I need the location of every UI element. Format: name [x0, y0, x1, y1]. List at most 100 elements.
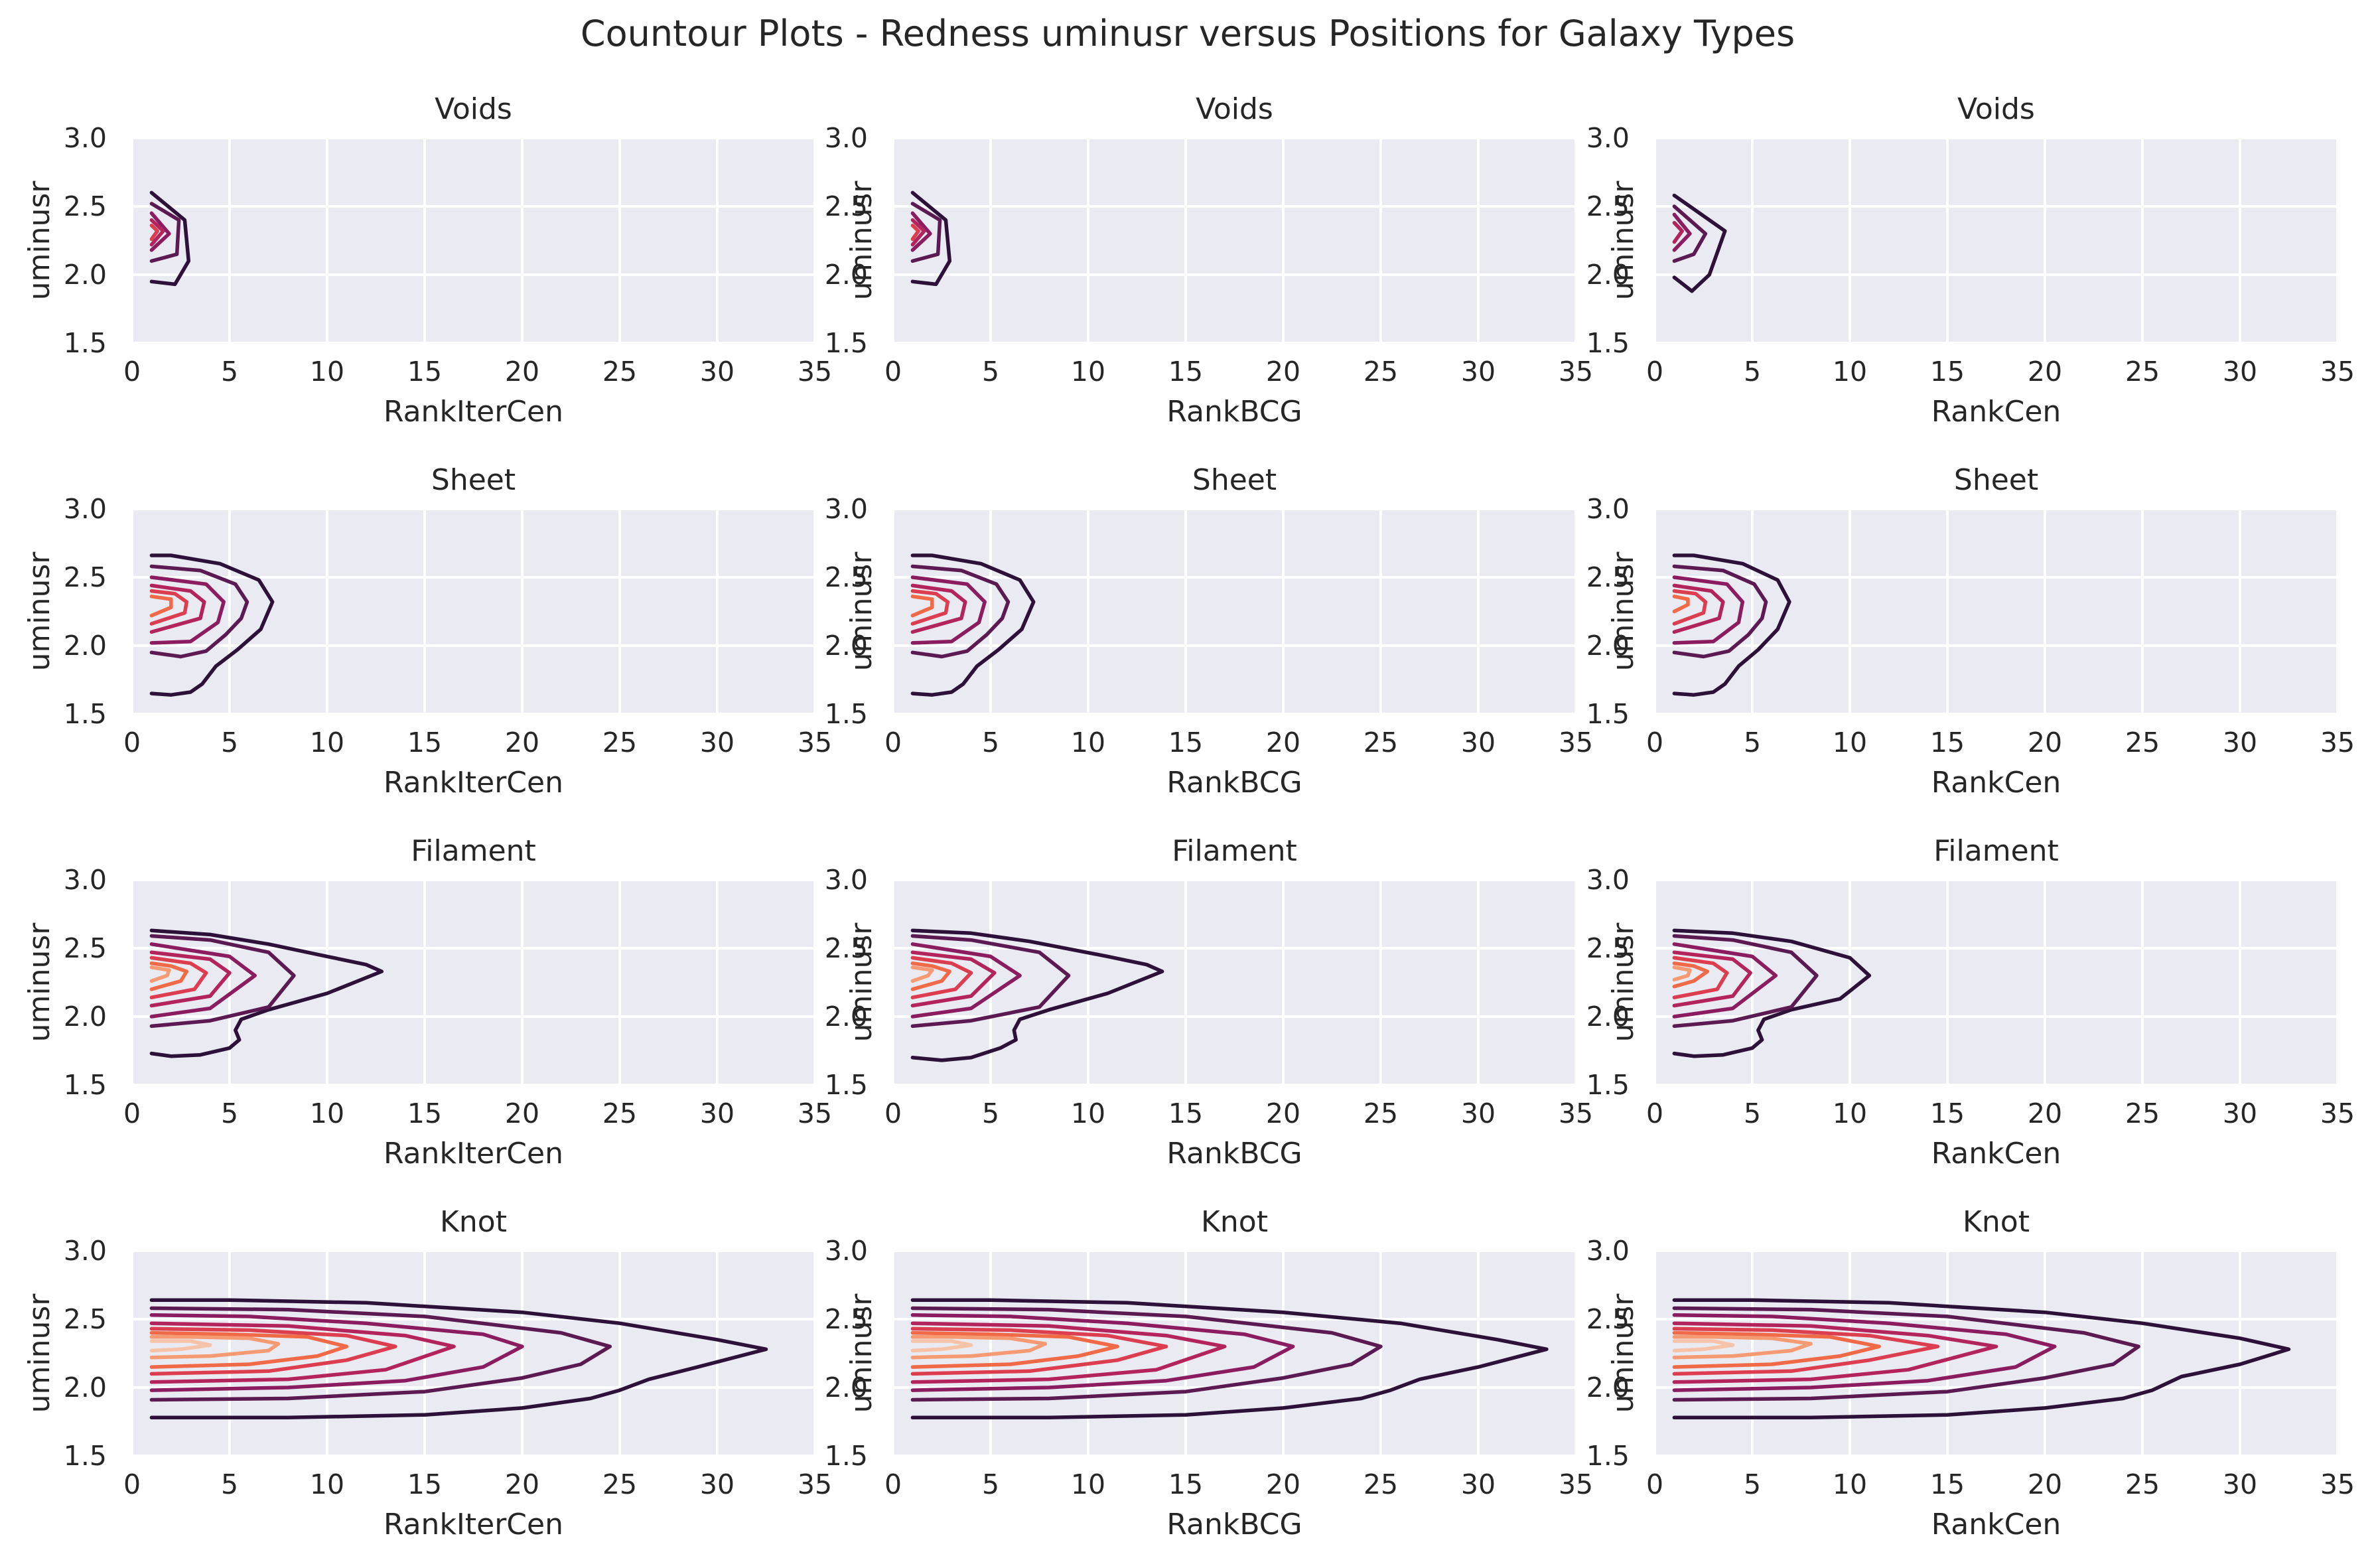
y-tick-label: 2.0 [825, 630, 868, 662]
y-tick-label: 1.5 [64, 698, 107, 730]
x-tick-label: 25 [1363, 1468, 1398, 1500]
contour-level-5 [149, 1326, 397, 1376]
contour-level-8 [149, 1339, 212, 1353]
x-tick-label: 5 [982, 1468, 999, 1500]
contour-level-7 [1672, 1335, 1813, 1360]
contour-level-7 [149, 965, 171, 983]
x-tick-label: 35 [2320, 356, 2355, 388]
y-tick-label: 1.5 [64, 1069, 107, 1101]
x-axis-label: RankCen [1931, 766, 2062, 800]
contour-level-7 [149, 1335, 281, 1360]
x-tick-label: 30 [2223, 727, 2257, 758]
x-tick-label: 0 [884, 1468, 902, 1500]
x-tick-label: 15 [1168, 1098, 1203, 1129]
x-tick-label: 5 [1744, 1098, 1761, 1129]
y-tick-label: 2.5 [1586, 190, 1630, 222]
y-tick-label: 2.0 [1586, 1372, 1630, 1403]
contour-level-1 [1672, 928, 1872, 1058]
x-tick-label: 5 [1744, 727, 1761, 758]
contour-level-7 [910, 965, 934, 983]
x-tick-label: 5 [982, 727, 999, 758]
y-tick-label: 3.0 [825, 1235, 868, 1267]
x-tick-label: 10 [1071, 1098, 1105, 1129]
y-tick-label: 3.0 [64, 493, 107, 525]
contour-level-2 [149, 934, 296, 1029]
y-axis-label: uminusr [23, 551, 56, 672]
x-tick-label: 0 [123, 1468, 141, 1500]
plot-area [132, 138, 815, 343]
subplot-knot-rankitercen: 0 5 10 15 20 25 30 35 1.5 2.0 2.5 3.0 RankIterCen umi… [23, 1205, 832, 1541]
contour-level-8 [910, 1339, 973, 1353]
contour-level-4 [1672, 583, 1725, 634]
y-tick-label: 2.5 [1586, 561, 1630, 593]
x-tick-label: 20 [1266, 1098, 1300, 1129]
subplot-knot-rankcen: 0 5 10 15 20 25 30 35 1.5 2.0 2.5 3.0 RankCen uminusr… [1586, 1205, 2355, 1541]
y-tick-label: 2.5 [64, 932, 107, 964]
x-tick-label: 35 [798, 1098, 832, 1129]
x-tick-label: 25 [1363, 1098, 1398, 1129]
y-tick-label: 2.5 [64, 1303, 107, 1335]
y-axis-label: uminusr [23, 1293, 56, 1413]
contour-level-2 [910, 1306, 1383, 1402]
x-tick-label: 5 [221, 727, 238, 758]
subplot-grid: 0 5 10 15 20 25 30 35 1.5 2.0 2.5 3.0 RankIterCen umi… [23, 92, 2355, 1541]
contour-level-4 [910, 583, 967, 634]
contour-level-5 [1672, 1326, 1940, 1376]
x-tick-label: 5 [982, 356, 999, 388]
subplot-sheet-rankbcg: 0 5 10 15 20 25 30 35 1.5 2.0 2.5 3.0 RankBCG uminusr… [825, 463, 1593, 800]
y-tick-label: 1.5 [1586, 698, 1630, 730]
x-tick-label: 35 [798, 356, 832, 388]
y-tick-label: 1.5 [64, 1440, 107, 1472]
subplot-voids-rankitercen: 0 5 10 15 20 25 30 35 1.5 2.0 2.5 3.0 RankIterCen umi… [23, 92, 832, 429]
contour-level-2 [1672, 564, 1768, 659]
y-tick-label: 1.5 [1586, 1440, 1630, 1472]
y-tick-label: 3.0 [64, 1235, 107, 1267]
contour-level-3 [149, 211, 171, 252]
y-tick-label: 3.0 [825, 122, 868, 154]
y-tick-label: 3.0 [1586, 1235, 1630, 1267]
x-tick-label: 10 [310, 727, 344, 758]
x-tick-label: 20 [505, 1468, 539, 1500]
x-tick-label: 25 [2125, 727, 2160, 758]
contour-level-8 [1672, 1339, 1735, 1353]
contour-level-5 [149, 956, 208, 999]
x-tick-label: 25 [1363, 727, 1398, 758]
x-tick-label: 10 [1833, 1468, 1867, 1500]
x-tick-label: 20 [1266, 727, 1300, 758]
contour-level-6 [1672, 595, 1690, 614]
contour-level-5 [149, 589, 189, 626]
x-tick-label: 0 [1646, 1098, 1663, 1129]
x-tick-label: 10 [310, 1098, 344, 1129]
subplot-title: Filament [411, 834, 536, 868]
subplot-title: Voids [435, 92, 512, 126]
y-axis-label: uminusr [23, 180, 56, 301]
contour-level-1 [910, 1298, 1549, 1420]
contour-level-4 [149, 583, 206, 634]
x-tick-label: 20 [505, 356, 539, 388]
contour-level-4 [1672, 220, 1684, 244]
subplot-title: Filament [1172, 834, 1297, 868]
subplot-title: Filament [1933, 834, 2059, 868]
x-axis-label: RankIterCen [384, 766, 563, 800]
contour-level-1 [910, 928, 1164, 1062]
x-tick-label: 25 [2125, 356, 2160, 388]
contour-level-5 [910, 956, 973, 999]
x-tick-label: 30 [700, 356, 734, 388]
x-tick-label: 0 [884, 356, 902, 388]
y-axis-label: uminusr [1606, 180, 1640, 301]
x-tick-label: 15 [1930, 1098, 1965, 1129]
contour-level-3 [910, 942, 1022, 1019]
contour-level-6 [149, 961, 189, 991]
contour-level-2 [910, 934, 1071, 1029]
contour-level-2 [1672, 204, 1708, 263]
x-tick-label: 15 [1930, 727, 1965, 758]
contour-level-7 [1672, 965, 1692, 982]
subplot-title: Knot [1201, 1205, 1268, 1239]
contour-level-1 [149, 190, 191, 287]
y-tick-label: 2.5 [1586, 932, 1630, 964]
y-tick-label: 2.5 [825, 1303, 868, 1335]
y-tick-label: 3.0 [825, 864, 868, 896]
contour-level-5 [1672, 589, 1708, 626]
x-tick-label: 15 [1168, 1468, 1203, 1500]
contour-level-1 [149, 1298, 768, 1420]
